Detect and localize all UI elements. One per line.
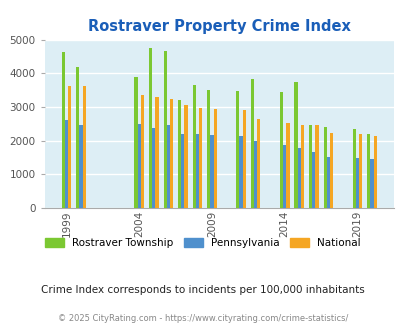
- Bar: [195, 134, 198, 208]
- Bar: [62, 52, 65, 208]
- Bar: [236, 91, 239, 208]
- Bar: [192, 85, 195, 208]
- Bar: [213, 109, 216, 208]
- Bar: [134, 77, 137, 208]
- Bar: [155, 97, 158, 208]
- Bar: [170, 99, 173, 208]
- Bar: [250, 79, 254, 208]
- Bar: [323, 127, 326, 208]
- Bar: [65, 120, 68, 208]
- Bar: [286, 123, 289, 208]
- Bar: [373, 136, 376, 208]
- Bar: [83, 86, 85, 208]
- Bar: [254, 141, 257, 208]
- Bar: [329, 133, 333, 208]
- Bar: [184, 105, 187, 208]
- Bar: [79, 125, 83, 208]
- Bar: [315, 125, 318, 208]
- Bar: [181, 134, 184, 208]
- Bar: [366, 134, 369, 208]
- Bar: [308, 125, 311, 208]
- Bar: [358, 134, 361, 208]
- Bar: [76, 67, 79, 208]
- Bar: [239, 136, 242, 208]
- Bar: [149, 48, 152, 208]
- Legend: Rostraver Township, Pennsylvania, National: Rostraver Township, Pennsylvania, Nation…: [41, 234, 364, 252]
- Bar: [326, 157, 329, 208]
- Bar: [294, 82, 297, 208]
- Bar: [68, 86, 71, 208]
- Bar: [282, 145, 286, 208]
- Bar: [178, 100, 181, 208]
- Title: Rostraver Property Crime Index: Rostraver Property Crime Index: [87, 19, 350, 34]
- Bar: [369, 159, 373, 208]
- Bar: [198, 108, 202, 208]
- Text: Crime Index corresponds to incidents per 100,000 inhabitants: Crime Index corresponds to incidents per…: [41, 285, 364, 295]
- Bar: [210, 135, 213, 208]
- Bar: [355, 158, 358, 208]
- Bar: [137, 124, 141, 208]
- Bar: [242, 110, 245, 208]
- Bar: [352, 129, 355, 208]
- Bar: [152, 128, 155, 208]
- Bar: [279, 92, 282, 208]
- Bar: [141, 95, 144, 208]
- Text: © 2025 CityRating.com - https://www.cityrating.com/crime-statistics/: © 2025 CityRating.com - https://www.city…: [58, 314, 347, 323]
- Bar: [297, 148, 300, 208]
- Bar: [207, 90, 210, 208]
- Bar: [300, 125, 303, 208]
- Bar: [166, 125, 170, 208]
- Bar: [257, 119, 260, 208]
- Bar: [311, 152, 315, 208]
- Bar: [163, 51, 166, 208]
